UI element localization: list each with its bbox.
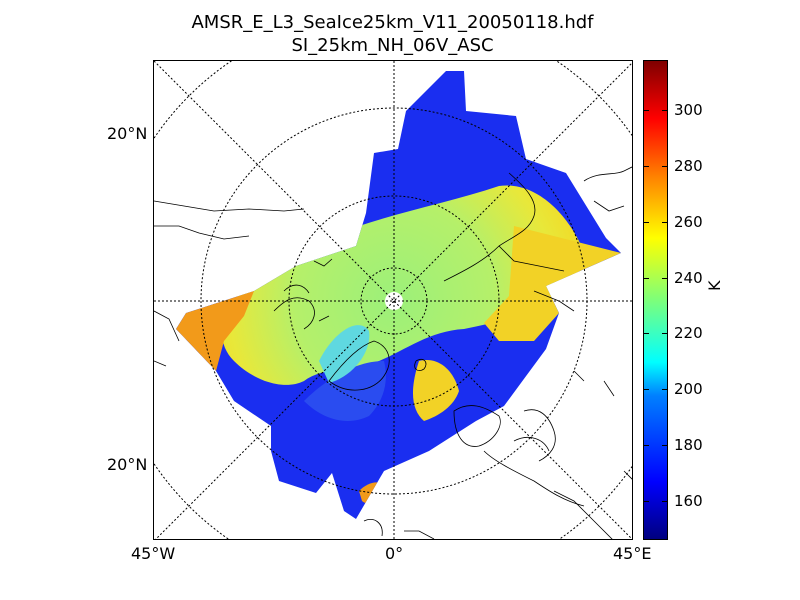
lat-label-upper: 20°N xyxy=(107,124,148,143)
colorbar-tick-mark xyxy=(662,501,668,502)
polar-map-svg xyxy=(154,61,632,539)
polar-map-panel xyxy=(153,60,633,540)
coast-greenland xyxy=(328,340,390,391)
coast-europe xyxy=(483,437,632,507)
meridian-diag-1 xyxy=(154,61,632,539)
colorbar xyxy=(643,60,668,540)
colorbar-tick-mark xyxy=(643,110,649,111)
coast-svalbard xyxy=(414,358,427,371)
colorbar-tick-label: 300 xyxy=(674,101,703,119)
sea-ice-outer-band xyxy=(176,291,254,371)
meridian-diag-2 xyxy=(155,62,632,539)
colorbar-tick-mark xyxy=(643,333,649,334)
colorbar-tick-mark xyxy=(643,445,649,446)
nordic-seas-water xyxy=(304,361,386,421)
lat-label-lower: 20°N xyxy=(107,455,148,474)
lon-label-east: 45°E xyxy=(613,544,652,563)
colorbar-tick-mark xyxy=(643,166,649,167)
colorbar-tick-mark xyxy=(662,278,668,279)
map-title-dataset: SI_25km_NH_06V_ASC xyxy=(291,35,494,56)
coast-scandinavia xyxy=(453,405,501,447)
arctic-sea-ice-region xyxy=(222,185,583,385)
colorbar-unit-label: K xyxy=(705,280,724,292)
coast-iberia xyxy=(363,519,435,539)
colorbar-tick-label: 280 xyxy=(674,157,703,175)
colorbar-tick-mark xyxy=(662,389,668,390)
colorbar-tick-mark xyxy=(662,222,668,223)
colorbar-tick-label: 260 xyxy=(674,213,703,231)
map-graticule xyxy=(154,61,632,539)
coast-russia-north xyxy=(443,172,575,312)
colorbar-tick-mark xyxy=(662,333,668,334)
coast-asia-east xyxy=(573,166,632,397)
coast-north-america xyxy=(154,200,305,240)
colorbar-tick-mark xyxy=(643,389,649,390)
colorbar-tick-label: 180 xyxy=(674,436,703,454)
coastlines xyxy=(154,166,632,539)
colorbar-tick-label: 240 xyxy=(674,269,703,287)
colorbar-tick-mark xyxy=(662,166,668,167)
lon-label-west: 45°W xyxy=(131,544,176,563)
colorbar-tick-mark xyxy=(643,222,649,223)
coast-canadian-archipelago xyxy=(273,258,333,330)
colorbar-tick-label: 200 xyxy=(674,380,703,398)
south-sea-ice-patch xyxy=(412,360,459,421)
coast-middle-east xyxy=(523,409,613,539)
colorbar-tick-mark xyxy=(643,501,649,502)
colorbar-tick-mark xyxy=(662,445,668,446)
colorbar-tick-label: 160 xyxy=(674,492,703,510)
colorbar-tick-label: 220 xyxy=(674,324,703,342)
map-title-filename: AMSR_E_L3_SeaIce25km_V11_20050118.hdf xyxy=(191,12,594,33)
east-sea-ice-patch xyxy=(484,226,621,341)
colorbar-tick-mark xyxy=(662,110,668,111)
colorbar-tick-mark xyxy=(643,278,649,279)
lon-label-center: 0° xyxy=(385,544,404,563)
greenland-sea-cold-patch xyxy=(319,325,370,383)
coast-pacific-sw xyxy=(154,310,180,367)
